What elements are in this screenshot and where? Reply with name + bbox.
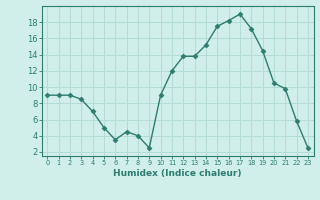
X-axis label: Humidex (Indice chaleur): Humidex (Indice chaleur)	[113, 169, 242, 178]
